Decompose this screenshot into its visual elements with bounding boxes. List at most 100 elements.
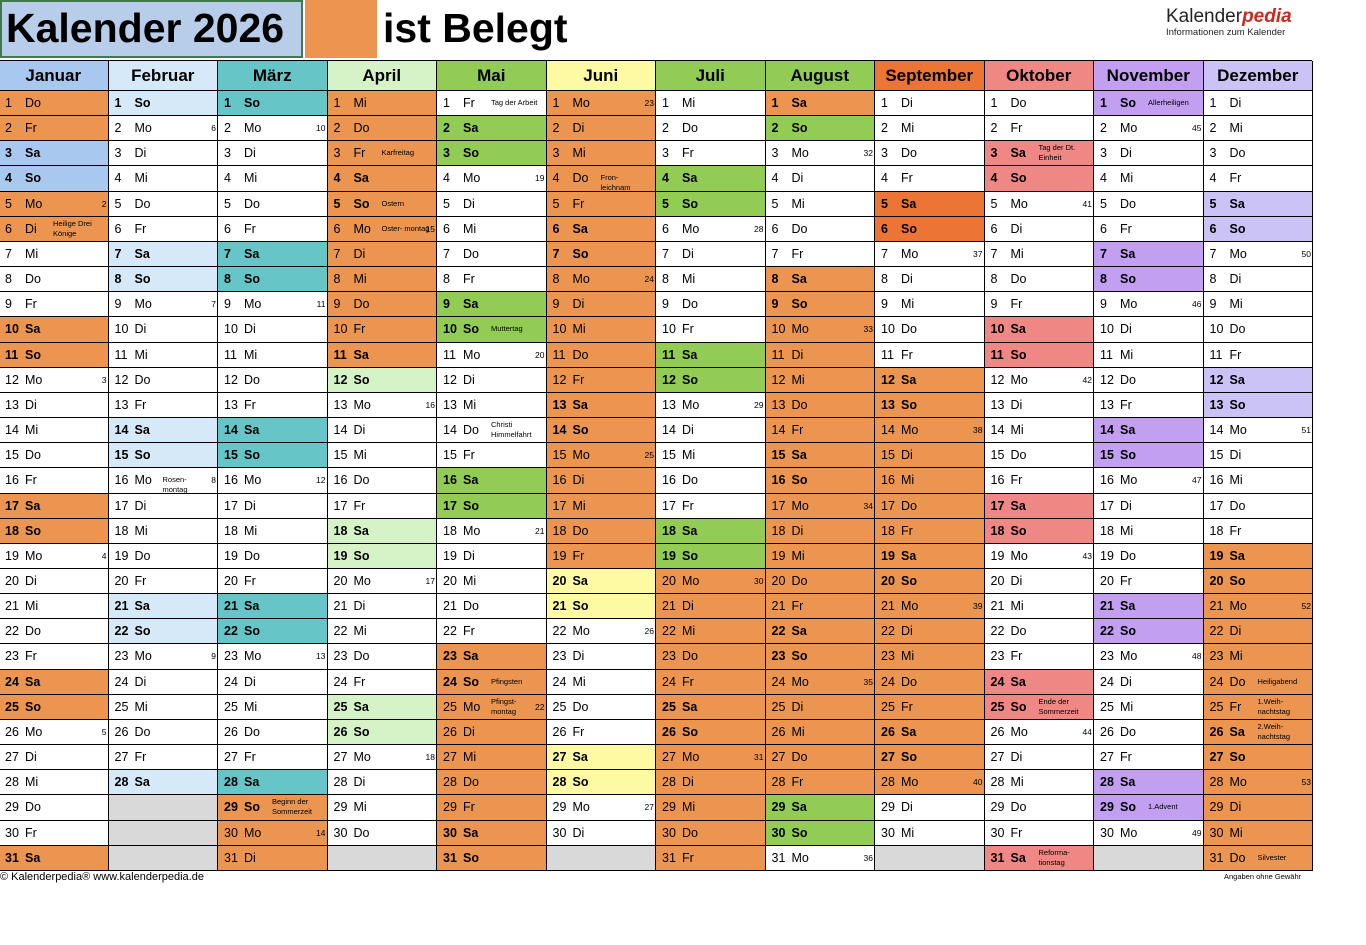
day-cell[interactable]: 1 Mi [656,91,766,117]
day-cell[interactable]: 21 So [546,594,656,620]
day-cell[interactable]: 8 So [218,267,328,293]
day-cell[interactable]: 9 Mo 46 [1094,292,1204,318]
day-cell[interactable]: 1 So Allerheiligen [1094,91,1204,117]
day-cell[interactable]: 26 Do [218,719,328,746]
day-cell[interactable]: 14 So [546,418,656,444]
day-cell[interactable]: 10 Di [108,317,218,343]
day-cell[interactable]: 5 Mi [765,191,875,217]
day-cell[interactable]: 16 Fr [984,468,1094,494]
day-cell[interactable]: 5 So Ostern [327,191,437,217]
day-cell[interactable]: 11 Mi [1094,342,1204,368]
day-cell[interactable]: 2 Fr [984,116,1094,142]
day-cell[interactable]: 25 Fr 1.Weih- nachtstag [1203,694,1313,720]
day-cell[interactable]: 26 Mo 44 [984,719,1094,746]
day-cell[interactable]: 5 Fr [546,191,656,217]
day-cell[interactable]: 23 Do [656,644,766,670]
day-cell[interactable]: 28 Sa [1094,770,1204,796]
day-cell[interactable]: 4 Sa [327,166,437,192]
day-cell[interactable]: 4 Mo 19 [437,166,547,192]
day-cell[interactable]: 19 Sa [875,543,985,569]
day-cell[interactable]: 17 Mo 34 [765,493,875,519]
day-cell[interactable]: 19 So [656,543,766,569]
day-cell[interactable]: 25 Fr [875,694,985,720]
day-cell[interactable]: 11 Fr [875,342,985,368]
day-cell[interactable]: 2 Do [327,116,437,142]
day-cell[interactable]: 9 Mi [875,292,985,318]
day-cell[interactable]: 13 Fr [218,392,328,419]
day-cell[interactable]: 21 Sa [1094,594,1204,620]
day-cell[interactable]: 27 Do [765,745,875,771]
day-cell[interactable]: 16 Di [546,468,656,494]
day-cell[interactable]: 5 So [656,191,766,217]
day-cell[interactable]: 28 Mi [984,770,1094,796]
day-cell[interactable]: 11 Di [765,342,875,368]
day-cell[interactable]: 23 Fr [984,644,1094,670]
day-cell[interactable]: 13 Mo 16 [327,392,437,419]
day-cell[interactable]: 20 Mo 30 [656,568,766,595]
day-cell[interactable]: 8 Mo 24 [546,267,656,293]
day-cell[interactable]: 20 So [875,568,985,595]
day-cell[interactable]: 9 Di [546,292,656,318]
day-cell[interactable]: 25 Mi [108,694,218,720]
day-cell[interactable]: 27 Di [984,745,1094,771]
day-cell[interactable]: 7 Do [437,241,547,268]
day-cell[interactable]: 7 Di [656,241,766,268]
day-cell[interactable]: 16 Do [656,468,766,494]
day-cell[interactable]: 11 Fr [1203,342,1313,368]
day-cell[interactable]: 3 Di [1094,141,1204,167]
day-cell[interactable]: 1 Do [984,91,1094,117]
day-cell[interactable]: 24 Sa [984,669,1094,695]
day-cell[interactable]: 6 Mo 28 [656,216,766,242]
day-cell[interactable]: 24 Do [875,669,985,695]
day-cell[interactable]: 25 So Ende der Sommerzeit [984,694,1094,720]
day-cell[interactable]: 7 Sa [1094,241,1204,268]
day-cell[interactable]: 30 Di [546,820,656,846]
day-cell[interactable]: 19 Sa [1203,543,1313,569]
day-cell[interactable]: 23 Mo 9 [108,644,218,670]
day-cell[interactable]: 8 Sa [765,267,875,293]
day-cell[interactable]: 20 Mo 17 [327,568,437,595]
day-cell[interactable]: 18 So [984,518,1094,544]
day-cell[interactable]: 12 Mo 3 [0,367,109,393]
day-cell[interactable]: 15 Mi [656,443,766,469]
day-cell[interactable]: 6 Do [765,216,875,242]
day-cell[interactable]: 3 Do [1203,141,1313,167]
day-cell[interactable]: 7 Di [327,241,437,268]
day-cell[interactable]: 10 Do [875,317,985,343]
day-cell[interactable]: 10 Mo 33 [765,317,875,343]
day-cell[interactable]: 25 Sa [327,694,437,720]
day-cell[interactable]: 15 So [108,443,218,469]
day-cell[interactable]: 3 Fr [656,141,766,167]
day-cell[interactable]: 23 So [765,644,875,670]
day-cell[interactable]: 6 So [1203,216,1313,242]
day-cell[interactable]: 27 Di [0,745,109,771]
day-cell[interactable]: 16 Do [327,468,437,494]
day-cell[interactable]: 21 Mi [0,594,109,620]
day-cell[interactable]: 3 Do [875,141,985,167]
day-cell[interactable]: 25 Do [546,694,656,720]
day-cell[interactable]: 6 Fr [108,216,218,242]
day-cell[interactable]: 18 Mi [1094,518,1204,544]
day-cell[interactable]: 18 So [0,518,109,544]
day-cell[interactable]: 2 Do [656,116,766,142]
day-cell[interactable]: 14 Sa [218,418,328,444]
day-cell[interactable]: 24 Mi [546,669,656,695]
day-cell[interactable]: 3 Mo 32 [765,141,875,167]
day-cell[interactable]: 5 Sa [875,191,985,217]
day-cell[interactable]: 23 Mi [1203,644,1313,670]
day-cell[interactable]: 21 Mo 39 [875,594,985,620]
day-cell[interactable]: 22 Do [984,619,1094,645]
day-cell[interactable]: 1 So [218,91,328,117]
day-cell[interactable]: 20 Di [984,568,1094,595]
day-cell[interactable]: 4 Fr [875,166,985,192]
day-cell[interactable]: 6 Fr [218,216,328,242]
day-cell[interactable]: 25 Di [765,694,875,720]
day-cell[interactable]: 4 Di [765,166,875,192]
day-cell[interactable]: 3 Sa [0,141,109,167]
day-cell[interactable]: 5 Do [1094,191,1204,217]
day-cell[interactable]: 28 Do [437,770,547,796]
day-cell[interactable]: 8 Fr [437,267,547,293]
day-cell[interactable]: 4 Sa [656,166,766,192]
day-cell[interactable]: 8 Di [875,267,985,293]
day-cell[interactable]: 25 So [0,694,109,720]
